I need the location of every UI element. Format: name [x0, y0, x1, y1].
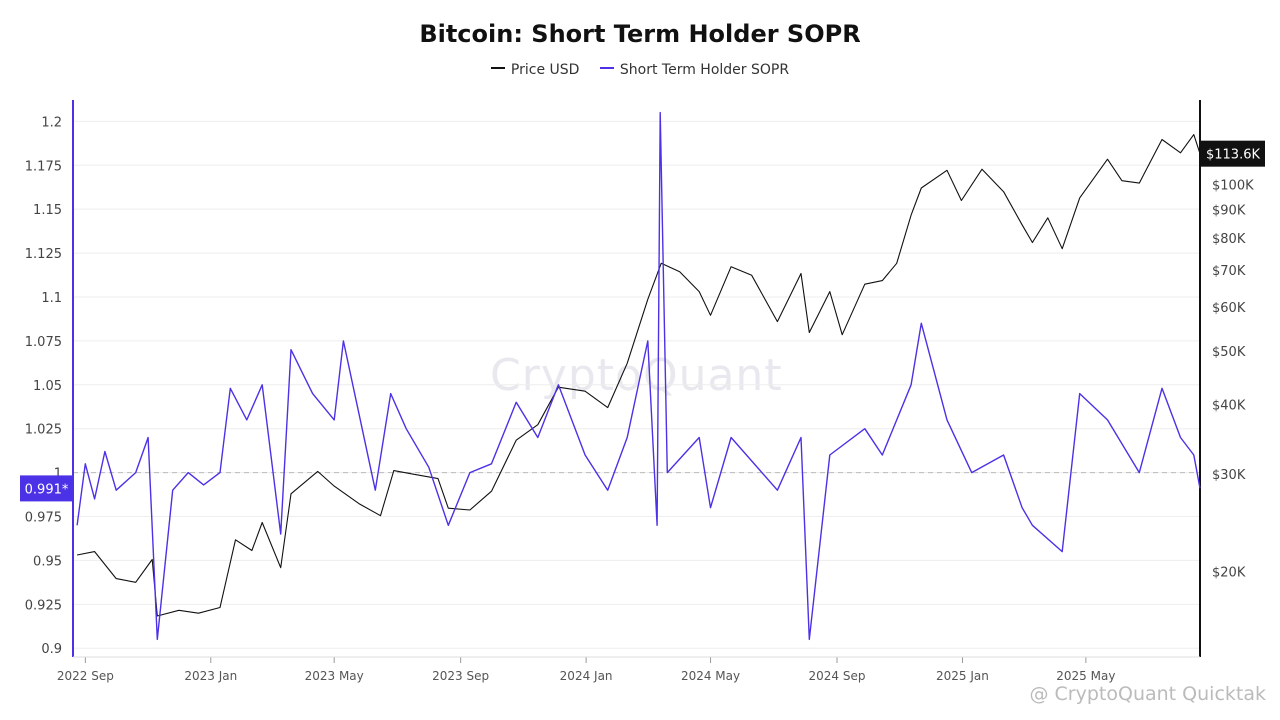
- y-left-tick-label: 0.975: [25, 511, 62, 526]
- y-left-tick-label: 1.075: [25, 335, 62, 350]
- y-left-tick-label: 0.95: [33, 554, 62, 569]
- legend-item-sopr[interactable]: Short Term Holder SOPR: [599, 62, 790, 78]
- y-left-tick-label: 0.9: [41, 642, 62, 657]
- y-right-tick-label: $90K: [1212, 204, 1246, 219]
- y-left-tick-label: 1.1: [41, 291, 62, 306]
- y-left-tick-label: 1.15: [33, 203, 62, 218]
- footer-credit: @ CryptoQuant Quicktak: [1029, 683, 1267, 705]
- y-right-tick-label: $50K: [1212, 345, 1246, 360]
- series-line-sopr: [76, 111, 1201, 641]
- y-right-tick-label: $70K: [1212, 264, 1246, 279]
- x-tick-label: 2024 May: [681, 669, 740, 683]
- current-value-tag-left: [20, 475, 73, 502]
- x-tick-label: 2023 May: [305, 669, 364, 683]
- current-value-label-right: $113.6K: [1206, 148, 1260, 163]
- legend-item-price[interactable]: Price USD: [490, 62, 580, 78]
- x-tick-label: 2024 Jan: [560, 669, 613, 683]
- legend-swatch-price: [490, 67, 505, 69]
- chart-title: Bitcoin: Short Term Holder SOPR: [419, 20, 861, 48]
- series-line-price: [76, 134, 1201, 617]
- legend-label-sopr: Short Term Holder SOPR: [619, 62, 790, 78]
- x-tick-label: 2023 Jan: [184, 669, 237, 683]
- y-left-tick-label: 1.125: [25, 247, 62, 262]
- chart-legend: Price USD Short Term Holder SOPR: [0, 62, 1280, 78]
- y-left-tick-label: 1.05: [33, 379, 62, 394]
- y-right-tick-label: $40K: [1212, 399, 1246, 414]
- y-right-tick-label: $30K: [1212, 468, 1246, 483]
- x-tick-label: 2025 Jan: [936, 669, 989, 683]
- x-tick-label: 2023 Sep: [432, 669, 489, 683]
- current-value-label-left: 0.991*: [25, 482, 69, 497]
- y-left-tick-label: 0.925: [25, 598, 62, 613]
- y-left-tick-label: 1.025: [25, 423, 62, 438]
- y-right-tick-label: $20K: [1212, 565, 1246, 580]
- y-right-tick-label: $60K: [1212, 301, 1246, 316]
- x-tick-label: 2025 May: [1056, 669, 1115, 683]
- x-tick-label: 2022 Sep: [57, 669, 114, 683]
- y-left-tick-label: 1: [54, 467, 62, 482]
- y-right-tick-label: $80K: [1212, 232, 1246, 247]
- legend-swatch-sopr: [599, 67, 614, 69]
- y-right-tick-label: $100K: [1212, 178, 1254, 193]
- y-left-tick-label: 1.2: [41, 115, 62, 130]
- y-left-tick-label: 1.175: [25, 159, 62, 174]
- current-value-tag-right: [1201, 140, 1265, 167]
- legend-label-price: Price USD: [510, 62, 580, 78]
- x-tick-label: 2024 Sep: [809, 669, 866, 683]
